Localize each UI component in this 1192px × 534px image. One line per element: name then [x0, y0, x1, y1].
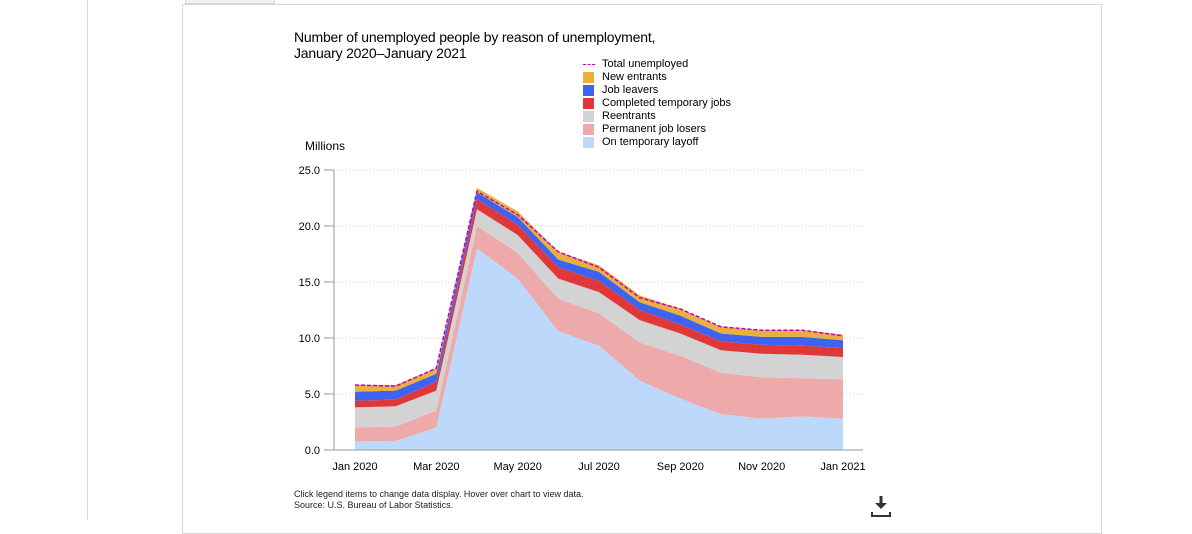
x-tick-label-5: Nov 2020 — [738, 461, 785, 473]
footnote-source: Source: U.S. Bureau of Labor Statistics. — [294, 500, 454, 510]
legend-label: Reentrants — [602, 110, 656, 122]
legend-dash-total — [583, 64, 595, 65]
legend-swatch-new-entrants — [583, 72, 594, 83]
y-axis-label: Millions — [305, 139, 346, 153]
legend-item-on-temporary-layoff[interactable]: On temporary layoff — [583, 136, 731, 149]
area-reentrants[interactable] — [355, 209, 843, 428]
area-on-temporary-layoff[interactable] — [355, 248, 843, 450]
footnote: Click legend items to change data displa… — [294, 489, 583, 511]
legend-swatch-reentrants — [583, 111, 594, 122]
legend-label: Completed temporary jobs — [602, 97, 732, 109]
legend-label: Permanent job losers — [602, 123, 706, 135]
legend-item-reentrants[interactable]: Reentrants — [583, 110, 731, 123]
legend-item-new-entrants[interactable]: New entrants — [583, 71, 731, 84]
area-chart[interactable]: 0.0 5.0 10.0 15.0 20.0 25.0 Jan 2020 Mar 2020 Ma… — [0, 0, 1192, 520]
total-line-layer — [354, 190, 844, 387]
legend-item-job-leavers[interactable]: Job leavers — [583, 84, 731, 97]
stacked-areas — [355, 187, 843, 450]
tab-stub[interactable] — [185, 0, 275, 4]
legend-swatch-job-leavers — [583, 85, 594, 96]
legend-swatch-completed-temporary-jobs — [583, 98, 594, 109]
legend-label: Total unemployed — [602, 58, 689, 70]
legend-label: Job leavers — [602, 84, 659, 96]
axes: 0.0 5.0 10.0 15.0 20.0 25.0 Jan 2020 Mar 2020 Ma… — [299, 165, 866, 473]
y-tick-label-2: 10.0 — [299, 333, 320, 345]
y-tick-label-4: 20.0 — [299, 221, 320, 233]
x-tick-label-6: Jan 2021 — [820, 461, 865, 473]
x-tick-label-3: Jul 2020 — [578, 461, 620, 473]
legend-item-completed-temporary-jobs[interactable]: Completed temporary jobs — [583, 97, 731, 110]
chart-title: Number of unemployed people by reason of… — [294, 29, 655, 61]
legend-item-total-unemployed[interactable]: Total unemployed — [583, 58, 731, 71]
chart-legend: Total unemployed New entrants Job leaver… — [583, 58, 731, 149]
footnote-instructions: Click legend items to change data displa… — [294, 489, 584, 499]
x-tick-label-2: May 2020 — [494, 461, 542, 473]
page-left-rule — [87, 0, 88, 520]
y-tick-label-3: 15.0 — [299, 277, 320, 289]
legend-swatch-permanent-job-losers — [583, 124, 594, 135]
chart-title-line-1: Number of unemployed people by reason of… — [294, 29, 656, 45]
x-tick-label-1: Mar 2020 — [413, 461, 459, 473]
area-permanent-job-losers[interactable] — [355, 226, 843, 441]
y-tick-label-0: 0.0 — [305, 445, 320, 457]
x-tick-label-4: Sep 2020 — [657, 461, 704, 473]
legend-swatch-on-temporary-layoff — [583, 137, 594, 148]
download-icon[interactable] — [868, 494, 894, 518]
y-tick-label-5: 25.0 — [299, 165, 320, 177]
legend-item-permanent-job-losers[interactable]: Permanent job losers — [583, 123, 731, 136]
legend-label: New entrants — [602, 71, 667, 83]
y-tick-label-1: 5.0 — [305, 389, 320, 401]
chart-title-line-2: January 2020–January 2021 — [294, 45, 467, 61]
legend-label: On temporary layoff — [602, 136, 699, 148]
x-tick-label-0: Jan 2020 — [332, 461, 377, 473]
total-unemployed-line[interactable] — [354, 190, 844, 387]
